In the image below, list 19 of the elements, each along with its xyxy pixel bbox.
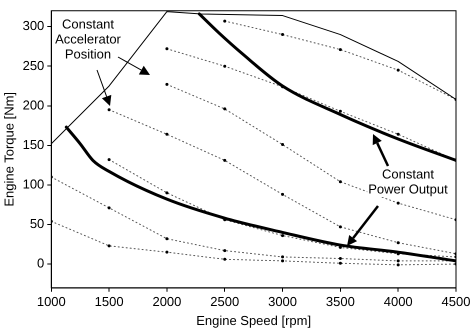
x-axis-title: Engine Speed [rpm] <box>196 312 312 328</box>
x-tick-label: 4500 <box>442 294 470 310</box>
y-tick-label: 0 <box>37 256 44 271</box>
x-tick-label: 3500 <box>326 294 355 310</box>
annotation: Constant Power Output <box>368 166 448 197</box>
x-tick-label: 1500 <box>94 294 124 310</box>
y-tick-label: 50 <box>30 216 44 232</box>
x-tick-label: 4000 <box>384 294 413 310</box>
x-tick-label: 1000 <box>36 294 66 310</box>
annotation: Constant Accelerator Position <box>55 16 122 62</box>
x-tick-label: 2000 <box>152 294 182 310</box>
y-tick-label: 250 <box>22 58 44 73</box>
x-tick-label: 3000 <box>268 294 298 310</box>
x-tick-label: 2500 <box>210 294 240 310</box>
y-tick-label: 200 <box>22 97 44 112</box>
y-axis-title: Engine Torque [Nm] <box>1 92 16 207</box>
y-tick-label: 300 <box>22 18 44 34</box>
y-tick-label: 100 <box>22 176 44 192</box>
y-tick-label: 150 <box>22 136 44 152</box>
